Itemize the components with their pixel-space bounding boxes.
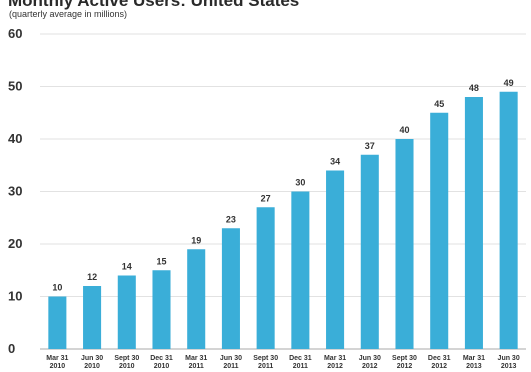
x-tick-label: Jun 30 2011 xyxy=(220,355,242,370)
bar xyxy=(48,296,67,349)
chart-subtitle: (quarterly average in millions) xyxy=(9,9,128,19)
data-label: 27 xyxy=(261,193,271,203)
data-label: 34 xyxy=(330,157,340,167)
x-tick-label: Sept 30 2011 xyxy=(253,355,278,370)
x-tick-label: Sept 30 2012 xyxy=(392,355,417,370)
gridlines xyxy=(40,33,526,350)
x-tick-label: Jun 30 2010 xyxy=(81,355,103,370)
x-tick-label: Dec 31 2010 xyxy=(150,355,173,370)
x-tick-label: Jun 30 2013 xyxy=(498,355,520,370)
data-label: 48 xyxy=(469,83,479,93)
bar xyxy=(464,97,483,349)
data-label: 49 xyxy=(504,78,514,88)
bar xyxy=(326,170,345,349)
y-tick-label: 40 xyxy=(8,131,22,146)
x-tick-label: Sept 30 2010 xyxy=(114,355,139,370)
chart-title: Monthly Active Users: United States xyxy=(8,0,300,10)
data-label: 40 xyxy=(399,125,409,135)
x-tick-label: Jun 30 2012 xyxy=(359,355,381,370)
y-tick-label: 10 xyxy=(8,289,22,304)
data-label: 15 xyxy=(156,256,166,266)
bar xyxy=(291,191,310,349)
bar xyxy=(256,207,275,349)
bars xyxy=(48,91,518,349)
y-tick-label: 0 xyxy=(8,341,15,356)
bar xyxy=(430,112,449,349)
bar xyxy=(187,249,206,349)
data-label: 10 xyxy=(52,283,62,293)
data-label: 12 xyxy=(87,272,97,282)
data-label: 30 xyxy=(295,178,305,188)
x-tick-label: Mar 31 2011 xyxy=(185,355,207,370)
bar xyxy=(152,270,171,349)
y-tick-label: 60 xyxy=(8,26,22,41)
x-tick-label: Dec 31 2011 xyxy=(289,355,312,370)
data-labels: 10 12 14 15 19 23 27 30 34 37 40 45 48 49 xyxy=(52,78,513,293)
x-tick-label: Dec 31 2012 xyxy=(428,355,451,370)
x-tick-label: Mar 31 2010 xyxy=(46,355,68,370)
y-tick-label: 20 xyxy=(8,236,22,251)
data-label: 37 xyxy=(365,141,375,151)
bar xyxy=(395,139,414,349)
x-axis-ticks: Mar 31 2010 Jun 30 2010 Sept 30 2010 Dec 31 201… xyxy=(46,355,520,370)
data-label: 45 xyxy=(434,99,444,109)
bar xyxy=(83,286,102,349)
y-axis-ticks: 0 10 20 30 40 50 60 xyxy=(8,26,22,356)
bar xyxy=(117,275,136,349)
y-tick-label: 50 xyxy=(8,79,22,94)
data-label: 19 xyxy=(191,235,201,245)
bar xyxy=(221,228,240,349)
data-label: 23 xyxy=(226,214,236,224)
bar xyxy=(360,154,379,349)
x-tick-label: Mar 31 2012 xyxy=(324,355,346,370)
data-label: 14 xyxy=(122,262,132,272)
y-tick-label: 30 xyxy=(8,184,22,199)
bar xyxy=(499,91,518,349)
x-tick-label: Mar 31 2013 xyxy=(463,355,485,370)
